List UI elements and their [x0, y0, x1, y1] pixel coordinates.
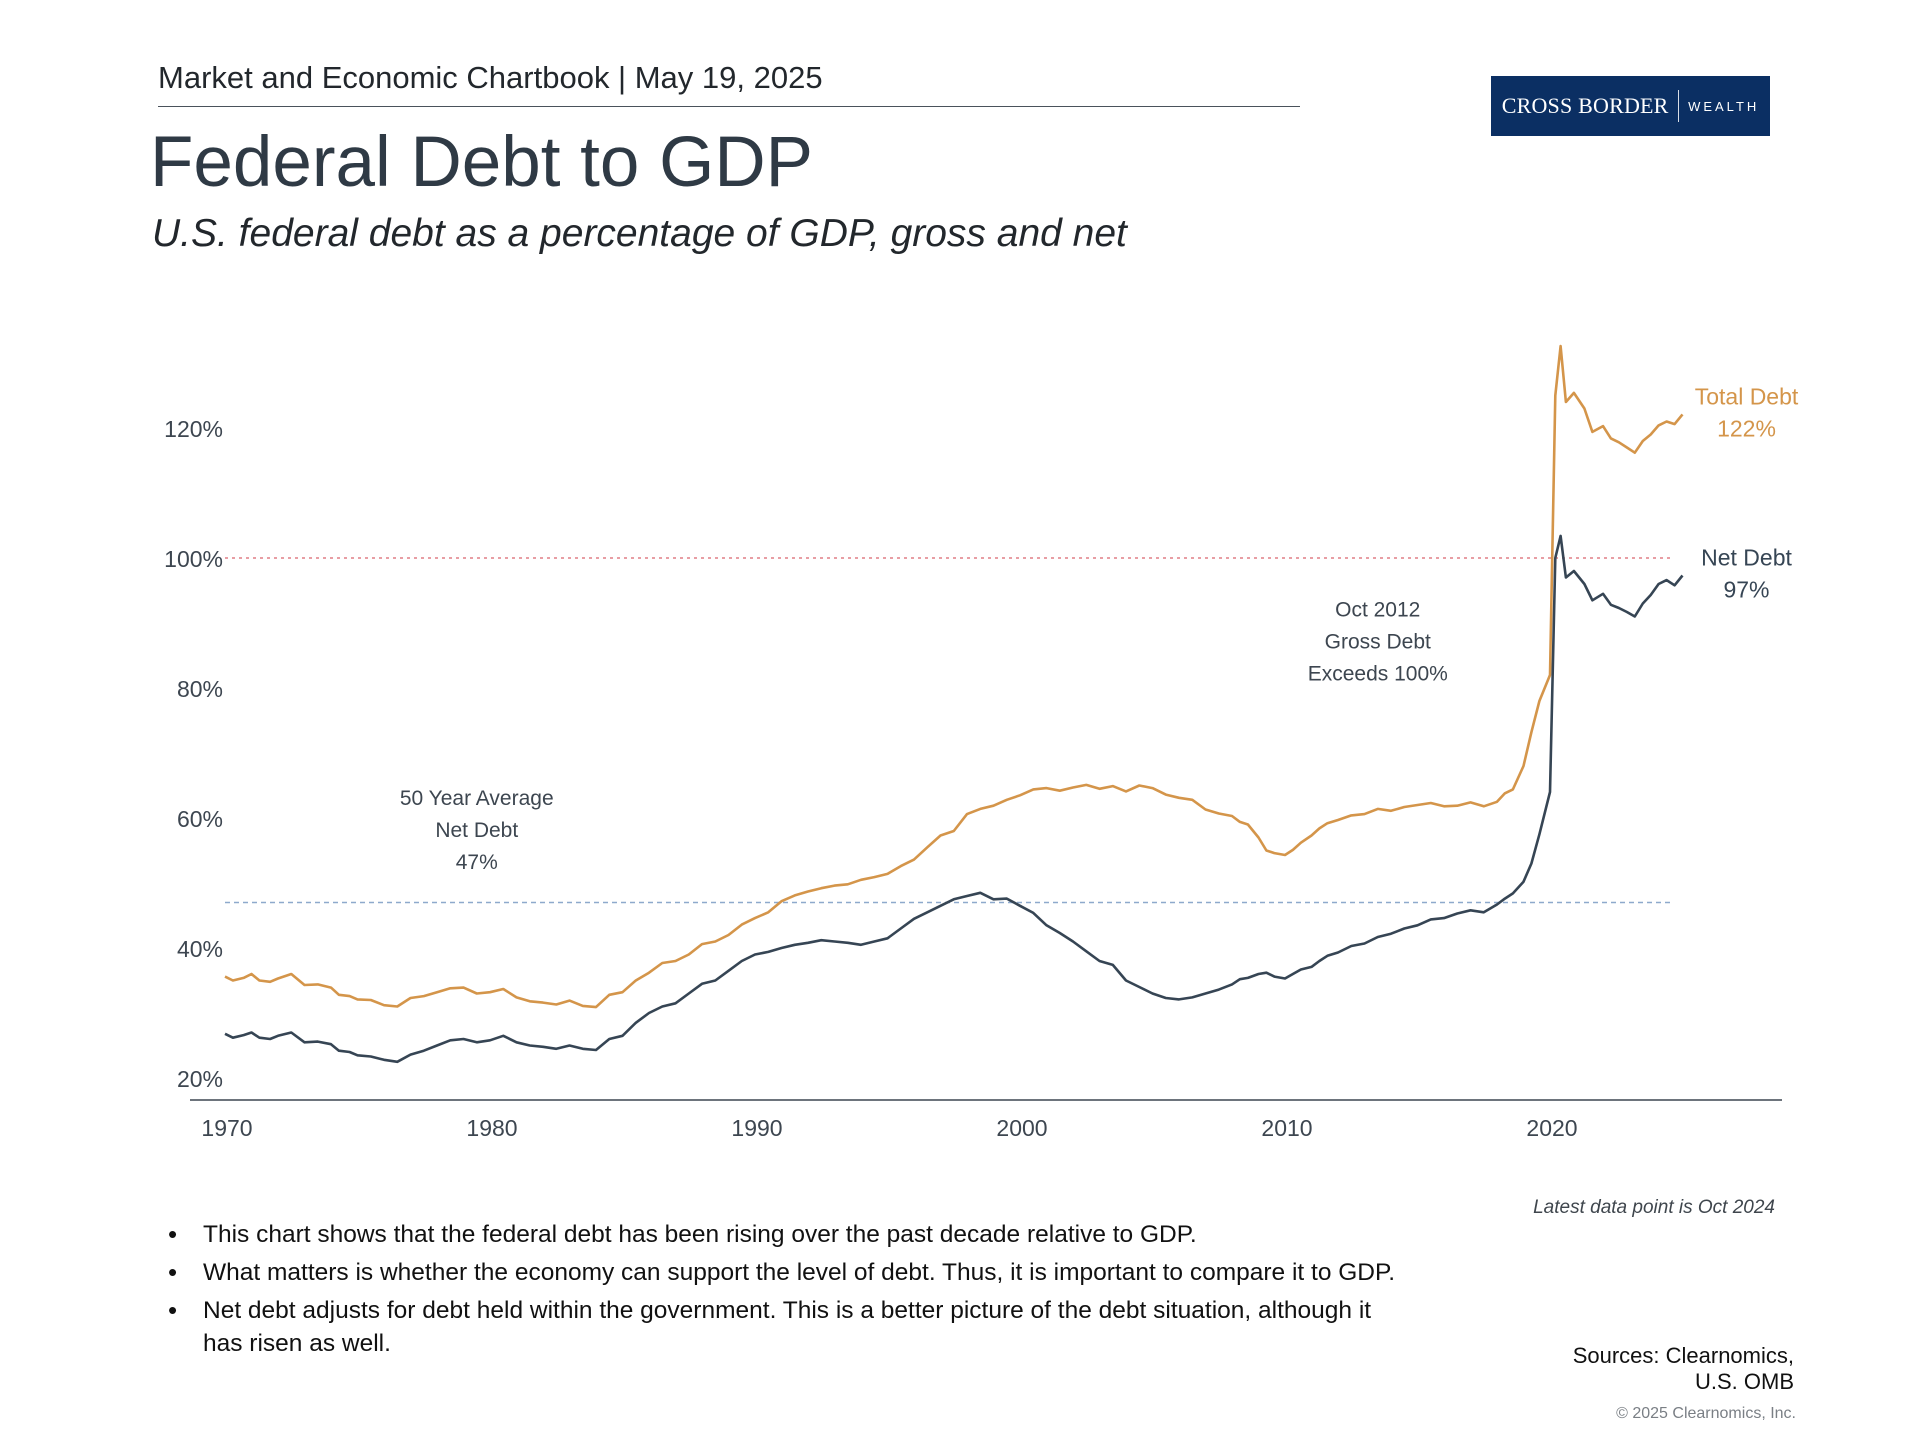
copyright-text: © 2025 Clearnomics, Inc. [1616, 1405, 1796, 1422]
series-end-value: 97% [1723, 577, 1769, 603]
x-tick-label: 2010 [1261, 1115, 1312, 1141]
y-tick-label: 100% [164, 546, 223, 572]
report-header: Market and Economic Chartbook | May 19, … [158, 60, 823, 95]
y-tick-label: 60% [177, 806, 223, 832]
series-line [224, 534, 1684, 1064]
chart-annotation: Net Debt [435, 819, 518, 842]
y-tick-label: 20% [177, 1066, 223, 1092]
series-end-label: Total Debt [1695, 383, 1799, 409]
chart-annotation: Oct 2012 [1335, 599, 1420, 622]
logo-separator [1677, 90, 1680, 122]
series-end-value: 122% [1717, 415, 1776, 441]
bullet-item: What matters is whether the economy can … [168, 1256, 1398, 1289]
x-tick-label: 2000 [996, 1115, 1047, 1141]
brand-logo: CROSS BORDER WEALTH [1491, 76, 1770, 136]
x-tick-label: 1980 [466, 1115, 517, 1141]
y-tick-label: 40% [177, 936, 223, 962]
bullet-list: This chart shows that the federal debt h… [168, 1218, 1398, 1365]
header-divider [158, 106, 1300, 107]
y-tick-label: 80% [177, 676, 223, 702]
series-line [224, 344, 1684, 1009]
bullet-item: Net debt adjusts for debt held within th… [168, 1294, 1398, 1360]
logo-wordmark: CROSS BORDER [1501, 93, 1669, 118]
sources-text: Sources: Clearnomics, U.S. OMB [1480, 1343, 1794, 1395]
logo-subtext: WEALTH [1688, 98, 1760, 114]
x-tick-label: 1990 [731, 1115, 782, 1141]
bullet-item: This chart shows that the federal debt h… [168, 1218, 1398, 1251]
latest-data-note: Latest data point is Oct 2024 [1533, 1197, 1775, 1218]
chart-annotation: 50 Year Average [400, 787, 554, 810]
x-tick-label: 2020 [1526, 1115, 1577, 1141]
page-title: Federal Debt to GDP [150, 123, 813, 202]
chart-annotation: Gross Debt [1325, 631, 1431, 654]
sources-line: U.S. OMB [1694, 1369, 1794, 1394]
series-end-label: Net Debt [1701, 545, 1792, 571]
page-subtitle: U.S. federal debt as a percentage of GDP… [152, 212, 1127, 255]
x-tick-label: 1970 [201, 1115, 252, 1141]
y-tick-label: 120% [164, 416, 223, 442]
chart-annotation: 47% [456, 851, 498, 874]
sources-line: Sources: Clearnomics, [1572, 1343, 1794, 1368]
chart-annotation: Exceeds 100% [1308, 663, 1448, 686]
